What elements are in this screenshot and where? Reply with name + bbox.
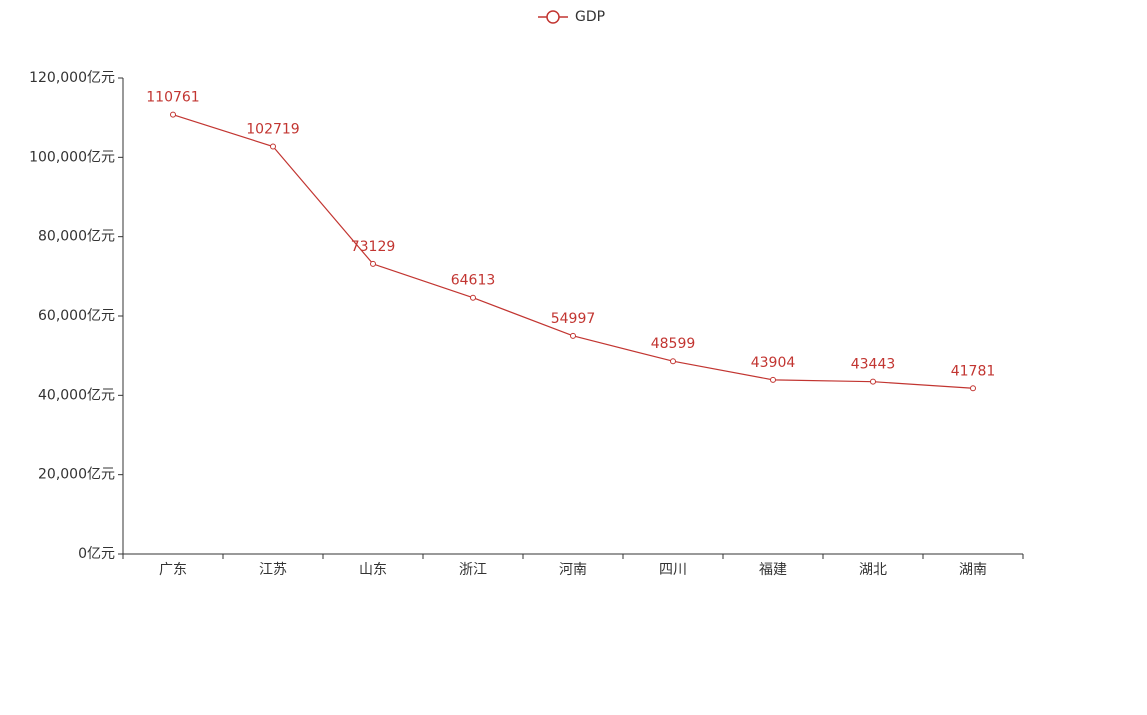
x-tick-label: 江苏 <box>259 562 287 578</box>
point <box>470 294 476 301</box>
x-tick-label: 福建 <box>759 562 787 578</box>
x-tick-label: 浙江 <box>459 562 487 578</box>
data-label: 43904 <box>751 355 796 371</box>
x-tick-label: 山东 <box>359 562 387 578</box>
legend-icon-circle <box>546 10 560 24</box>
point <box>870 378 876 385</box>
data-label: 110761 <box>146 90 199 106</box>
point <box>270 143 276 150</box>
x-tick-label: 四川 <box>659 562 687 578</box>
legend-label: GDP <box>575 9 605 25</box>
y-tick-label: 40,000亿元 <box>38 387 115 403</box>
x-tick-label: 河南 <box>559 562 587 578</box>
y-tick-label: 80,000亿元 <box>38 229 115 245</box>
point <box>370 260 376 267</box>
y-tick-label: 120,000亿元 <box>29 70 115 86</box>
data-label: 48599 <box>651 336 696 352</box>
data-label: 64613 <box>451 273 496 289</box>
y-tick-label: 100,000亿元 <box>29 149 115 165</box>
data-label: 54997 <box>551 311 596 327</box>
series-line <box>172 114 974 389</box>
data-label: 43443 <box>851 357 896 373</box>
y-tick-label: 0亿元 <box>78 546 115 562</box>
data-label: 102719 <box>246 122 299 138</box>
data-label: 41781 <box>951 363 996 379</box>
point <box>570 332 576 339</box>
point <box>770 376 776 383</box>
x-tick-label: 湖南 <box>959 562 987 578</box>
x-tick-label: 湖北 <box>859 562 887 578</box>
data-label: 73129 <box>351 239 396 255</box>
y-tick-label: 20,000亿元 <box>38 467 115 483</box>
point <box>170 111 176 118</box>
point <box>970 385 976 392</box>
x-tick-label: 广东 <box>159 562 187 578</box>
point <box>670 358 676 365</box>
y-tick-label: 60,000亿元 <box>38 308 115 324</box>
